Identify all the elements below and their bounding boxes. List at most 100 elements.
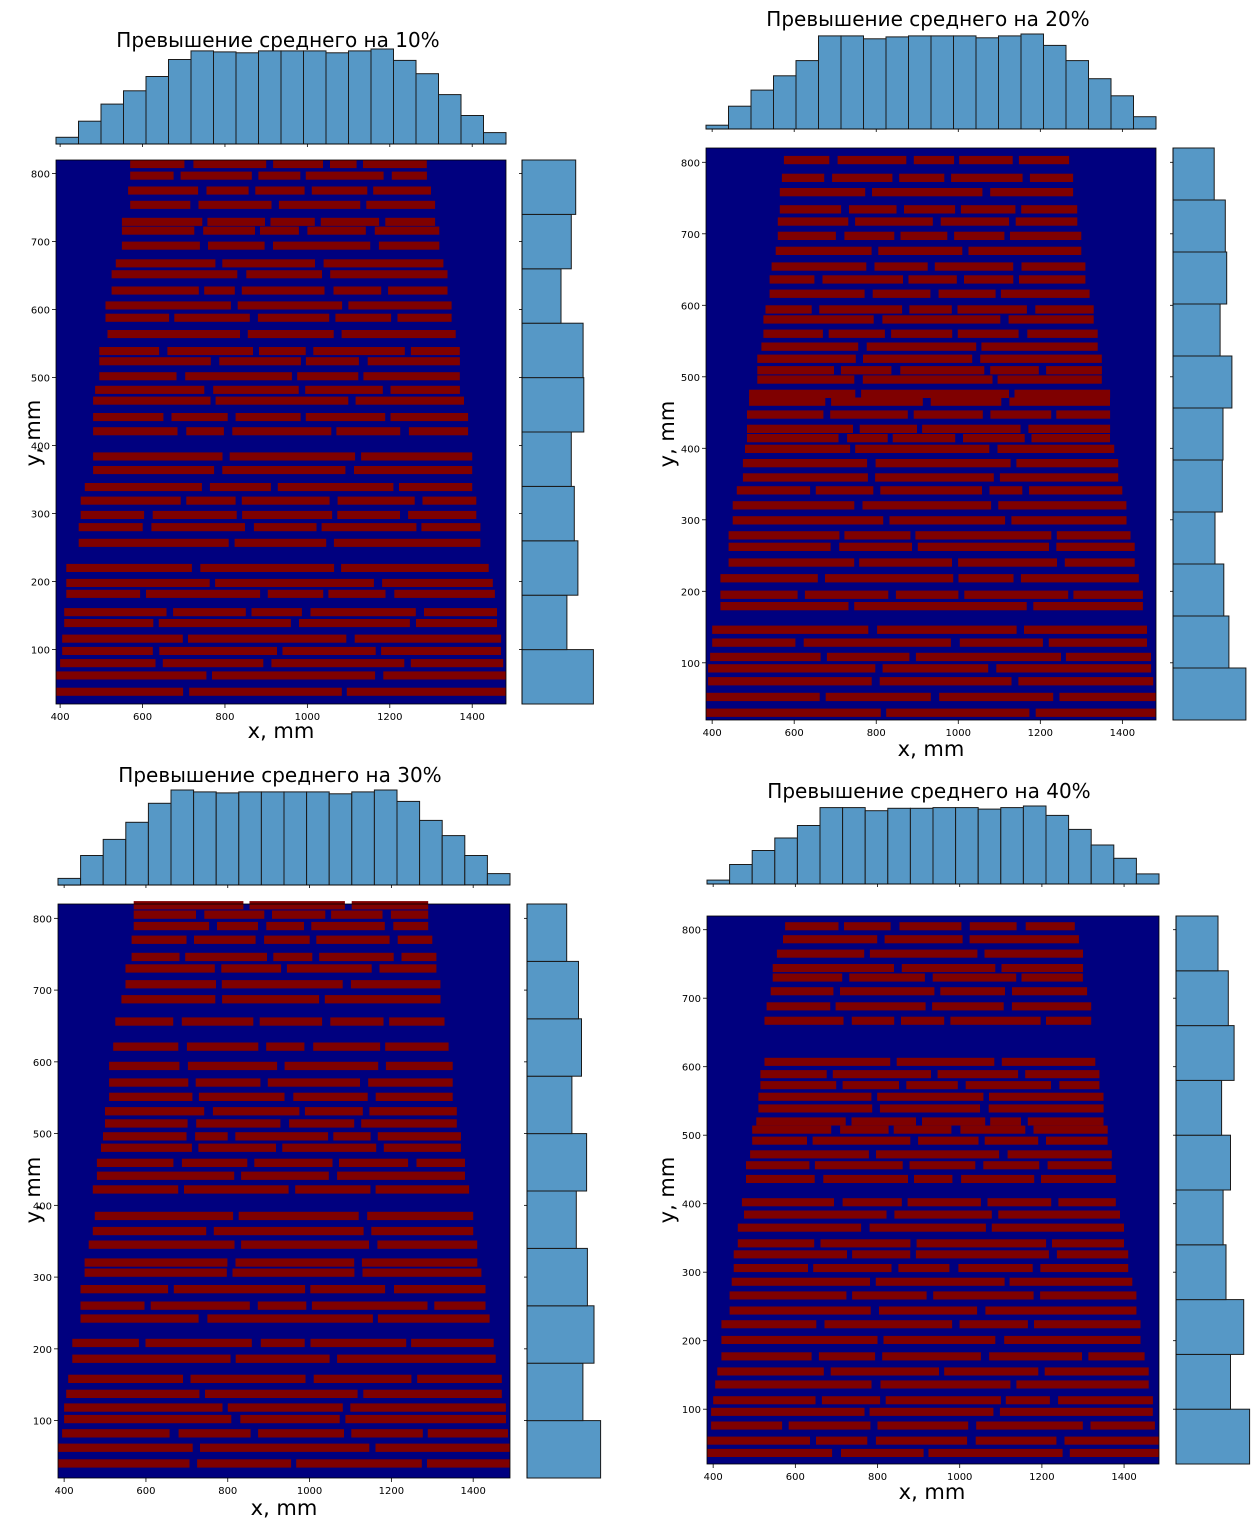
- above-mean-cell: [289, 1119, 355, 1128]
- above-mean-cell: [1046, 1136, 1108, 1145]
- x-histogram-bar: [393, 59, 417, 145]
- above-mean-cell: [886, 708, 1030, 717]
- above-mean-cell: [944, 1367, 1039, 1376]
- x-histogram-bar: [283, 791, 308, 886]
- above-mean-cell: [72, 1338, 139, 1348]
- above-mean-cell: [200, 1443, 370, 1452]
- above-mean-cell: [382, 578, 493, 587]
- above-mean-cell: [313, 1374, 412, 1383]
- y-tick-label: 400: [33, 1201, 52, 1212]
- above-mean-cell: [1035, 708, 1156, 717]
- above-mean-cell: [78, 538, 229, 547]
- above-mean-cell: [851, 1016, 895, 1025]
- above-mean-cell: [761, 342, 859, 351]
- above-mean-cell: [940, 217, 1010, 226]
- above-mean-cell: [271, 659, 405, 668]
- y-histogram-bar: [526, 1133, 588, 1192]
- above-mean-cell: [1025, 1070, 1100, 1079]
- y-histogram-bar: [526, 1420, 602, 1479]
- above-mean-cell: [121, 226, 195, 235]
- above-mean-cell: [783, 935, 878, 944]
- above-mean-cell: [1014, 389, 1111, 398]
- above-mean-cell: [367, 357, 460, 366]
- above-mean-cell: [348, 301, 452, 310]
- x-histogram-bar: [1113, 857, 1137, 885]
- above-mean-cell: [408, 427, 469, 436]
- above-mean-cell: [772, 964, 894, 973]
- above-mean-cell: [737, 1239, 815, 1248]
- above-mean-cell: [1016, 459, 1119, 468]
- above-mean-cell: [351, 1429, 423, 1438]
- x-histogram-bar: [998, 35, 1022, 130]
- above-mean-cell: [878, 246, 963, 255]
- x-histogram-bar: [1068, 828, 1092, 885]
- above-mean-cell: [422, 496, 477, 505]
- above-mean-cell: [898, 1264, 950, 1273]
- x-tick-label: 1000: [946, 728, 971, 739]
- above-mean-cell: [313, 347, 405, 356]
- above-mean-cell: [64, 1414, 232, 1424]
- above-mean-cell: [146, 589, 261, 598]
- panel-title: Превышение среднего на 20%: [766, 7, 1089, 31]
- above-mean-cell: [219, 357, 301, 366]
- above-mean-cell: [341, 563, 489, 572]
- y-histogram-bar: [526, 1247, 588, 1307]
- above-mean-cell: [960, 1125, 1026, 1134]
- above-mean-cell: [94, 1211, 234, 1221]
- above-mean-cell: [728, 531, 840, 540]
- above-mean-cell: [847, 434, 888, 443]
- above-mean-cell: [879, 1104, 980, 1113]
- above-mean-cell: [720, 602, 849, 611]
- above-mean-cell: [913, 155, 955, 165]
- x-histogram-bar: [351, 791, 375, 886]
- above-mean-cell: [330, 270, 448, 279]
- above-mean-cell: [779, 205, 842, 214]
- above-mean-cell: [242, 510, 333, 519]
- above-mean-cell: [752, 1125, 832, 1134]
- y-histogram-bar: [521, 213, 572, 270]
- above-mean-cell: [255, 186, 305, 195]
- above-mean-cell: [362, 1268, 482, 1277]
- x-histogram-bar: [1065, 60, 1089, 130]
- above-mean-cell: [711, 1421, 783, 1430]
- above-mean-cell: [729, 1291, 847, 1300]
- above-mean-cell: [844, 922, 891, 931]
- x-tick-label: 800: [868, 1472, 887, 1483]
- x-tick-label: 600: [785, 728, 804, 739]
- above-mean-cell: [814, 1161, 903, 1170]
- above-mean-cell: [874, 262, 928, 271]
- above-mean-cell: [720, 574, 818, 583]
- above-mean-cell: [915, 531, 1052, 540]
- above-mean-cell: [258, 1429, 344, 1438]
- above-mean-cell: [745, 444, 851, 453]
- above-mean-cell: [712, 625, 869, 634]
- above-mean-cell: [241, 286, 325, 295]
- above-mean-cell: [916, 1239, 1047, 1248]
- x-tick-label: 800: [867, 728, 886, 739]
- above-mean-cell: [731, 1277, 870, 1286]
- above-mean-cell: [151, 523, 245, 532]
- above-mean-cell: [113, 1042, 179, 1051]
- above-mean-cell: [375, 1185, 470, 1194]
- above-mean-cell: [877, 625, 1017, 634]
- above-mean-cell: [852, 1250, 911, 1259]
- above-mean-cell: [208, 241, 265, 250]
- above-mean-cell: [193, 160, 267, 169]
- above-mean-cell: [1010, 231, 1082, 240]
- x-histogram-bar: [460, 115, 484, 145]
- y-axis-label: y, mm: [655, 1157, 679, 1224]
- above-mean-cell: [837, 155, 907, 165]
- above-mean-cell: [983, 1161, 1040, 1170]
- above-mean-cell: [877, 1092, 984, 1101]
- above-mean-cell: [174, 313, 250, 322]
- above-mean-cell: [879, 1306, 978, 1315]
- y-tick-label: 100: [681, 659, 700, 670]
- above-mean-cell: [222, 466, 346, 475]
- x-tick-label: 1400: [1110, 728, 1135, 739]
- above-mean-cell: [361, 452, 473, 461]
- y-axis-label: y, mm: [21, 400, 45, 467]
- above-mean-cell: [951, 173, 1023, 182]
- above-mean-cell: [764, 1057, 891, 1066]
- y-tick-label: 100: [682, 1405, 701, 1416]
- above-mean-cell: [771, 262, 867, 271]
